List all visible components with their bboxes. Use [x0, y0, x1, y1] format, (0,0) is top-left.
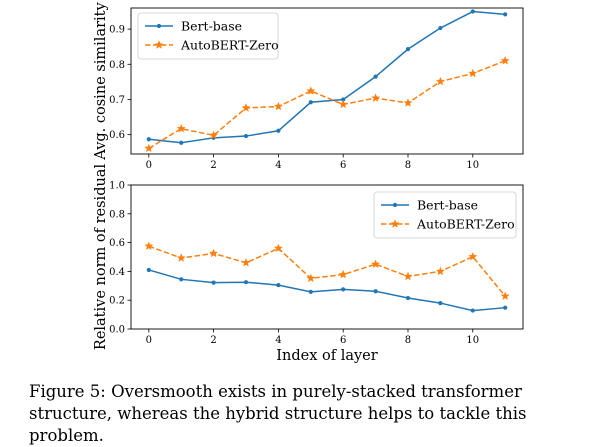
x-tick-label: 0	[146, 160, 152, 171]
plot-frame	[130, 7, 524, 155]
x-tick-label: 6	[340, 335, 346, 346]
legend-label: AutoBERT-Zero	[180, 38, 279, 53]
x-tick-label: 2	[210, 160, 216, 171]
plot-frame	[130, 184, 524, 330]
data-point	[371, 93, 381, 102]
series-line-autobert-zero	[148, 245, 506, 297]
x-tick-label: 8	[405, 160, 411, 171]
data-point	[405, 47, 411, 52]
data-point	[243, 133, 249, 139]
data-point	[405, 295, 411, 301]
data-point	[273, 101, 283, 111]
series-line-autobert-zero	[148, 60, 506, 150]
data-point	[144, 143, 154, 153]
data-point	[211, 280, 216, 285]
series-line-bert-base	[148, 10, 506, 144]
legend-label: Bert-base	[181, 19, 242, 34]
y-tick-label: 0.6	[109, 238, 125, 249]
x-tick-label: 2	[210, 335, 216, 346]
data-point	[144, 241, 154, 251]
y-tick-label: 1.0	[109, 181, 125, 192]
legend: Bert-base AutoBERT-Zero	[137, 12, 279, 60]
data-point	[468, 68, 478, 78]
data-point	[435, 76, 445, 86]
data-point	[308, 289, 313, 294]
data-point	[438, 25, 443, 31]
y-axis-label: Avg. cosine similarity	[93, 2, 109, 161]
data-point	[146, 267, 151, 273]
data-point	[179, 140, 184, 145]
legend-box	[137, 12, 279, 60]
series-line-bert-base	[148, 269, 506, 312]
data-point	[179, 277, 184, 282]
data-point	[338, 269, 348, 279]
data-point	[276, 282, 281, 288]
data-point	[341, 287, 346, 292]
figure-caption: Figure 5: Oversmooth exists in purely-st…	[29, 381, 599, 447]
legend-marker	[392, 202, 398, 208]
legend-marker	[154, 40, 164, 49]
legend: Bert-base AutoBERT-Zero	[373, 191, 517, 239]
data-point	[500, 56, 510, 65]
x-tick-label: 4	[275, 335, 281, 346]
data-point	[241, 103, 251, 112]
y-tick-label: 0.7	[109, 95, 125, 106]
legend-marker	[156, 23, 162, 29]
data-point	[338, 99, 348, 109]
y-tick-label: 0.0	[109, 325, 125, 336]
legend-marker	[390, 219, 400, 228]
data-point	[306, 86, 316, 95]
y-tick-label: 0.4	[109, 267, 125, 278]
data-point	[341, 97, 346, 102]
y-tick-label: 0.6	[109, 130, 125, 141]
data-point	[373, 289, 378, 294]
caption-label: Figure 5:	[29, 382, 106, 401]
x-tick-label: 4	[275, 160, 281, 171]
x-tick-label: 10	[466, 160, 479, 171]
data-point	[176, 253, 186, 262]
legend-label: AutoBERT-Zero	[416, 217, 515, 232]
data-point	[371, 259, 381, 269]
x-tick-label: 10	[466, 335, 479, 346]
y-tick-label: 0.8	[109, 209, 125, 220]
y-tick-label: 0.2	[109, 296, 125, 307]
data-point	[308, 100, 313, 105]
y-tick-label: 0.8	[109, 60, 125, 71]
data-point	[403, 98, 413, 107]
legend-label: Bert-base	[417, 198, 478, 213]
y-tick-label: 0.9	[109, 25, 125, 36]
data-point	[273, 243, 283, 253]
data-point	[209, 130, 219, 140]
data-point	[373, 74, 378, 79]
data-point	[500, 291, 510, 301]
data-point	[470, 308, 475, 313]
x-axis-label: Index of layer	[276, 348, 377, 364]
x-tick-label: 0	[146, 335, 152, 346]
y-axis-label: Relative norm of residual	[93, 164, 109, 351]
data-point	[176, 123, 186, 133]
data-point	[243, 280, 249, 285]
data-point	[468, 251, 478, 261]
x-tick-label: 6	[340, 160, 346, 171]
legend-box	[373, 191, 517, 239]
data-point	[276, 128, 281, 133]
data-point	[403, 271, 413, 281]
data-point	[306, 273, 316, 283]
data-point	[503, 305, 508, 310]
data-point	[241, 258, 251, 267]
data-point	[146, 137, 151, 142]
data-point	[470, 9, 475, 14]
x-tick-label: 8	[405, 335, 411, 346]
data-point	[435, 266, 445, 276]
data-point	[209, 248, 219, 258]
data-point	[503, 12, 508, 17]
data-point	[438, 300, 443, 306]
